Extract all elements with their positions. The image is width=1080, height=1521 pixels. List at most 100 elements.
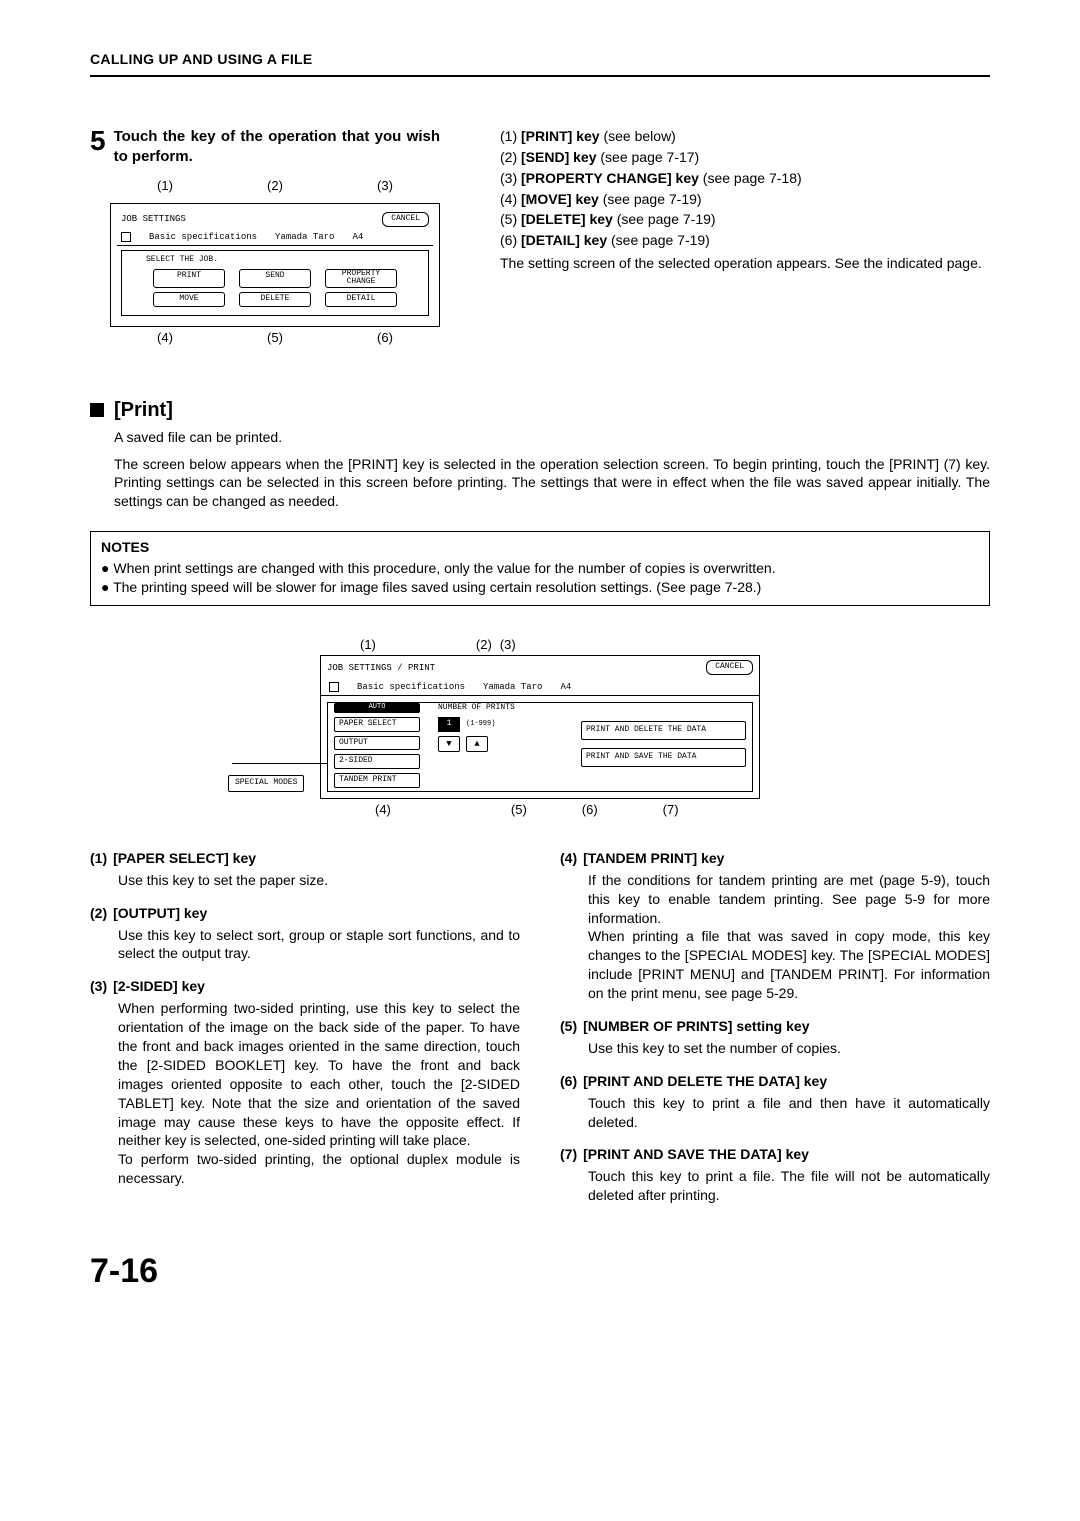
key-num: (4): [500, 191, 517, 207]
item-num: (2): [90, 904, 107, 923]
key-tail: (see page 7-18): [699, 170, 802, 186]
notes-title: NOTES: [101, 538, 979, 557]
key-tail: (see page 7-17): [596, 149, 699, 165]
key-list: (1) [PRINT] key (see below) (2) [SEND] k…: [500, 127, 990, 347]
callout: (3): [500, 636, 516, 654]
document-icon: [121, 232, 131, 242]
callout: (2): [476, 636, 492, 654]
key-tail: (see below): [600, 128, 676, 144]
item-head: [OUTPUT] key: [113, 904, 207, 923]
callout: (4): [157, 329, 173, 347]
item-num: (3): [90, 977, 107, 996]
callout: (6): [377, 329, 393, 347]
notes-box: NOTES When print settings are changed wi…: [90, 531, 990, 606]
page-header: CALLING UP AND USING A FILE: [90, 50, 990, 69]
header-rule: [90, 75, 990, 77]
paper-text: A4: [560, 681, 571, 693]
item-num: (6): [560, 1072, 577, 1091]
section-marker-icon: [90, 403, 104, 417]
key-num: (5): [500, 211, 517, 227]
key-num: (2): [500, 149, 517, 165]
paper-select-button[interactable]: PAPER SELECT: [334, 717, 420, 732]
item-body: When performing two-sided printing, use …: [118, 999, 520, 1188]
num-prints-value: 1: [438, 717, 460, 732]
delete-button[interactable]: DELETE: [239, 292, 311, 307]
callout: (6): [582, 801, 598, 819]
step-number: 5: [90, 127, 106, 155]
job-settings-panel: JOB SETTINGS CANCEL Basic specifications…: [110, 203, 440, 327]
cancel-button[interactable]: CANCEL: [382, 212, 429, 227]
num-prints-label: NUMBER OF PRINTS: [438, 703, 515, 714]
item-body: Use this key to set the paper size.: [118, 871, 520, 890]
print-save-button[interactable]: PRINT AND SAVE THE DATA: [581, 748, 746, 767]
move-button[interactable]: MOVE: [153, 292, 225, 307]
key-tail: (see page 7-19): [613, 211, 716, 227]
item-body: Touch this key to print a file and then …: [588, 1094, 990, 1132]
callout: (1): [157, 177, 173, 195]
callout: (5): [267, 329, 283, 347]
notes-item: The printing speed will be slower for im…: [101, 578, 979, 597]
key-tail: (see page 7-19): [599, 191, 702, 207]
send-button[interactable]: SEND: [239, 269, 311, 289]
item-head: [NUMBER OF PRINTS] setting key: [583, 1017, 809, 1036]
cancel-button[interactable]: CANCEL: [706, 660, 753, 675]
key-num: (6): [500, 232, 517, 248]
item-body: Use this key to set the number of copies…: [588, 1039, 990, 1058]
item-num: (1): [90, 849, 107, 868]
output-button[interactable]: OUTPUT: [334, 736, 420, 751]
key-bold: [DELETE] key: [521, 211, 613, 227]
callout: (4): [375, 801, 391, 819]
item-num: (5): [560, 1017, 577, 1036]
tandem-print-button[interactable]: TANDEM PRINT: [334, 773, 420, 788]
step-text: Touch the key of the operation that you …: [114, 127, 440, 168]
note-text: The setting screen of the selected opera…: [500, 254, 990, 273]
item-head: [PRINT AND DELETE THE DATA] key: [583, 1072, 827, 1091]
down-arrow-button[interactable]: ▼: [438, 736, 460, 752]
panel-title: JOB SETTINGS: [121, 213, 186, 225]
step5-section: 5 Touch the key of the operation that yo…: [90, 127, 990, 347]
key-bold: [SEND] key: [521, 149, 596, 165]
user-text: Yamada Taro: [275, 231, 334, 243]
print-delete-button[interactable]: PRINT AND DELETE THE DATA: [581, 721, 746, 740]
up-arrow-button[interactable]: ▲: [466, 736, 488, 752]
key-tail: (see page 7-19): [607, 232, 710, 248]
key-bold: [MOVE] key: [521, 191, 599, 207]
key-num: (1): [500, 128, 517, 144]
callout: (5): [511, 801, 527, 819]
two-sided-button[interactable]: 2-SIDED: [334, 754, 420, 769]
panel2-title: JOB SETTINGS / PRINT: [327, 662, 435, 674]
callouts-top: (1) (2) (3): [320, 636, 760, 654]
print-line1: A saved file can be printed.: [114, 428, 990, 447]
user-text: Yamada Taro: [483, 681, 542, 693]
callouts-bottom: (4) (5) (6): [110, 329, 440, 347]
paper-text: A4: [352, 231, 363, 243]
spec-text: Basic specifications: [357, 681, 465, 693]
item-head: [PRINT AND SAVE THE DATA] key: [583, 1145, 809, 1164]
callouts-bottom: (4) (5) (6) (7): [320, 801, 760, 819]
callout: (7): [663, 801, 679, 819]
key-bold: [PROPERTY CHANGE] key: [521, 170, 699, 186]
item-body: Use this key to select sort, group or st…: [118, 926, 520, 964]
property-change-button[interactable]: PROPERTY CHANGE: [325, 269, 397, 289]
callout: (3): [377, 177, 393, 195]
callout: (2): [267, 177, 283, 195]
document-icon: [329, 682, 339, 692]
spec-text: Basic specifications: [149, 231, 257, 243]
auto-label: AUTO: [334, 703, 420, 712]
item-num: (4): [560, 849, 577, 868]
item-head: [2-SIDED] key: [113, 977, 205, 996]
page-number: 7-16: [90, 1249, 990, 1295]
print-settings-panel: (1) (2) (3) JOB SETTINGS / PRINT CANCEL …: [320, 636, 760, 819]
special-modes-button[interactable]: SPECIAL MODES: [228, 775, 304, 792]
notes-item: When print settings are changed with thi…: [101, 559, 979, 578]
callout: (1): [360, 636, 376, 654]
key-bold: [PRINT] key: [521, 128, 600, 144]
print-title: [Print]: [114, 397, 173, 424]
detail-button[interactable]: DETAIL: [325, 292, 397, 307]
print-button[interactable]: PRINT: [153, 269, 225, 289]
callouts-top: (1) (2) (3): [110, 177, 440, 195]
description-columns: (1)[PAPER SELECT] key Use this key to se…: [90, 849, 990, 1219]
item-num: (7): [560, 1145, 577, 1164]
item-body: If the conditions for tandem printing ar…: [588, 871, 990, 1003]
connector-line: [232, 763, 328, 764]
